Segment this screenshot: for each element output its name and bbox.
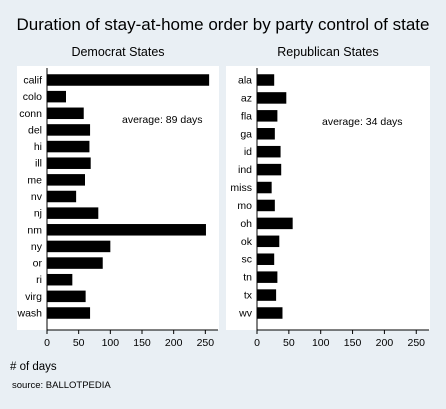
rep-bar-ok	[257, 235, 280, 248]
dem-bar-nj	[47, 207, 99, 219]
dem-bar-del	[47, 124, 91, 136]
dem-category-label: calif	[23, 75, 42, 87]
dem-bar-nv	[47, 190, 77, 203]
dem-category-label: conn	[19, 108, 42, 120]
dem-bar-me	[47, 174, 85, 186]
dem-bar-hi	[47, 140, 90, 153]
dem-bar-or	[47, 257, 103, 269]
rep-x-tick-label: 50	[283, 337, 295, 349]
dem-x-tick-label: 0	[44, 337, 50, 349]
democrat-panel: Democrat States calif colo conn del hi ill me nv…	[16, 43, 219, 349]
rep-category-label: ok	[241, 236, 253, 248]
rep-average-annotation: average: 34 days	[322, 116, 403, 128]
rep-bar-miss	[257, 181, 272, 194]
rep-x-tick-label: 150	[344, 337, 362, 349]
rep-category-label: ga	[240, 128, 252, 140]
dem-bar-ri	[47, 273, 73, 286]
rep-panel-header	[226, 43, 430, 63]
dem-bar-virg	[47, 290, 86, 303]
dem-category-label: nv	[31, 191, 43, 203]
rep-category-label: sc	[242, 254, 253, 266]
dem-category-label: ri	[36, 274, 42, 286]
dem-panel-title: Democrat States	[71, 45, 164, 59]
rep-bar-wv	[257, 307, 283, 319]
dem-x-tick-label: 200	[165, 337, 183, 349]
x-axis-note: # of days	[10, 361, 57, 373]
rep-category-label: oh	[240, 218, 252, 230]
dem-category-label: nj	[34, 208, 42, 220]
rep-bar-mo	[257, 199, 275, 212]
dem-category-label: virg	[25, 291, 42, 303]
rep-bar-fla	[257, 110, 278, 122]
dem-category-label: ny	[31, 241, 43, 253]
republican-panel: Republican States ala az fla ga id ind miss mo oh…	[226, 43, 430, 349]
rep-bar-ind	[257, 163, 282, 176]
dem-panel-header	[17, 43, 219, 63]
dem-category-label: hi	[34, 141, 42, 153]
rep-bar-sc	[257, 253, 275, 265]
dem-x-tick-label: 100	[102, 337, 120, 349]
dem-bar-ny	[47, 240, 111, 253]
dem-category-label: wash	[16, 308, 42, 320]
rep-bar-tx	[257, 289, 277, 301]
rep-category-label: wv	[238, 308, 253, 320]
rep-category-label: az	[241, 92, 252, 104]
chart-title: Duration of stay-at-home order by party …	[17, 15, 430, 34]
rep-category-label: mo	[237, 200, 252, 212]
rep-category-label: tx	[244, 290, 253, 302]
dem-category-label: ill	[35, 158, 42, 170]
dem-category-label: or	[33, 258, 43, 270]
rep-bar-tn	[257, 271, 278, 283]
rep-category-label: fla	[241, 110, 252, 122]
rep-plot-area	[226, 66, 430, 330]
rep-bar-ga	[257, 128, 275, 140]
dem-category-label: del	[28, 124, 42, 136]
dem-bar-nm	[47, 224, 206, 236]
rep-x-tick-label: 0	[254, 337, 260, 349]
rep-bar-id	[257, 145, 281, 158]
dem-category-label: colo	[23, 91, 42, 103]
rep-category-label: miss	[230, 182, 252, 194]
dem-x-tick-label: 150	[133, 337, 151, 349]
dem-x-tick-label: 250	[197, 337, 215, 349]
rep-x-tick-label: 100	[312, 337, 330, 349]
rep-category-label: tn	[243, 272, 252, 284]
rep-bar-ala	[257, 74, 275, 86]
rep-x-tick-label: 250	[407, 337, 425, 349]
source-note: source: BALLOTPEDIA	[12, 380, 111, 391]
rep-category-label: ind	[238, 164, 252, 176]
rep-x-tick-label: 200	[376, 337, 394, 349]
rep-panel-title: Republican States	[277, 45, 378, 59]
dem-category-label: me	[27, 174, 42, 186]
rep-category-label: id	[244, 146, 252, 158]
dem-bar-conn	[47, 107, 84, 120]
rep-bar-oh	[257, 217, 293, 230]
dem-x-tick-label: 50	[73, 337, 85, 349]
dem-category-label: nm	[27, 224, 42, 236]
rep-category-label: ala	[238, 75, 252, 87]
dem-bar-colo	[47, 90, 66, 103]
dem-bar-ill	[47, 157, 91, 169]
dem-bar-calif	[47, 74, 210, 86]
rep-bar-az	[257, 92, 287, 104]
dem-bar-wash	[47, 307, 91, 319]
dem-average-annotation: average: 89 days	[122, 114, 203, 126]
